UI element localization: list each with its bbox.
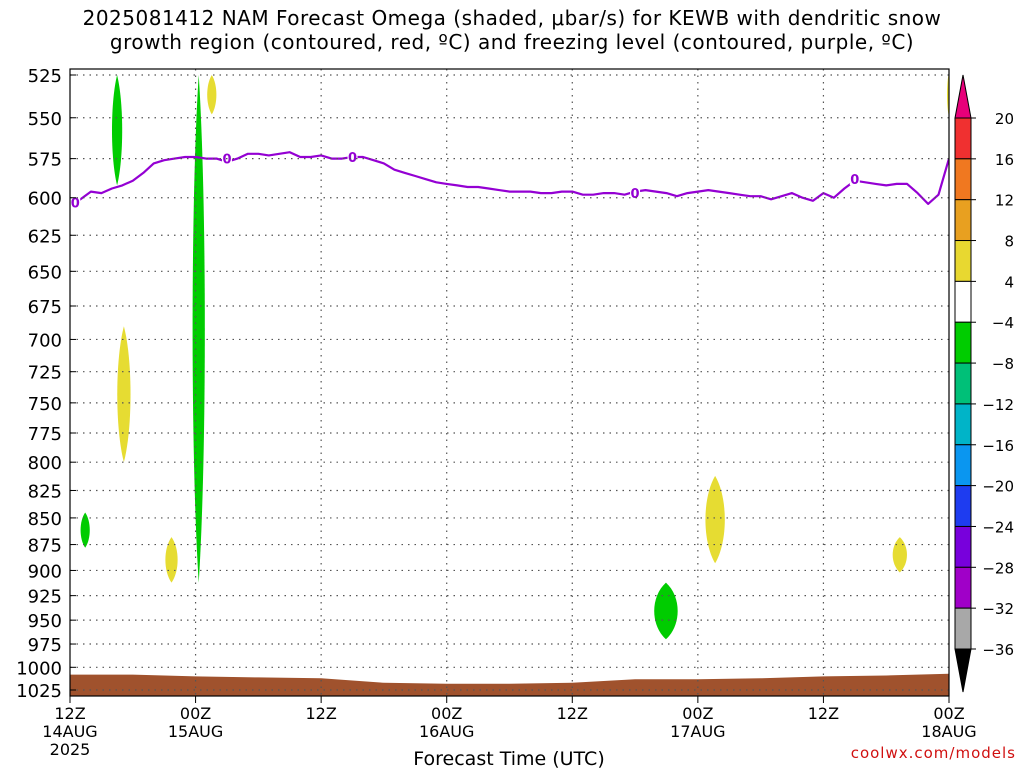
colorbar-segment: [954, 566, 972, 609]
y-tick-label: 625: [28, 226, 62, 247]
y-tick-label: 650: [28, 262, 62, 283]
x-tick-label: 00Z: [933, 704, 964, 723]
y-tick-label: 675: [28, 297, 62, 318]
colorbar-label: −24: [982, 518, 1014, 536]
y-tick-label: 875: [28, 536, 62, 557]
omega-region-ascent-1: [192, 75, 205, 583]
y-tick-label: 525: [28, 66, 62, 87]
y-tick-label: 975: [28, 635, 62, 656]
colorbar-label: −36: [982, 641, 1014, 659]
colorbar-segment: [954, 607, 972, 650]
omega-region-ascent-3: [654, 582, 678, 640]
omega-region-descent-5: [117, 326, 131, 463]
y-tick-label: 575: [28, 150, 62, 171]
y-tick-label: 825: [28, 481, 62, 502]
y-tick-label: 750: [28, 394, 62, 415]
y-tick-label: 900: [28, 561, 62, 582]
freezing-level-line: [70, 151, 949, 205]
x-tick-label: 00Z: [682, 704, 713, 723]
freezing-label-bg-4: [849, 172, 860, 186]
colorbar-label: 12: [995, 192, 1014, 210]
colorbar-segment: [954, 199, 972, 242]
colorbar-segment: [954, 525, 972, 568]
colorbar-label: −12: [982, 396, 1014, 414]
x-tick-label: 2025: [50, 740, 91, 759]
omega-region-descent-8: [892, 537, 907, 573]
colorbar-segment: [954, 485, 972, 527]
freezing-level-label: 0: [348, 151, 357, 166]
colorbar-segment: [954, 280, 972, 323]
omega-region-descent-4: [207, 75, 217, 115]
y-tick-label: 925: [28, 587, 62, 608]
colorbar-segment: [954, 321, 972, 364]
credit-text: coolwx.com/models: [850, 744, 1016, 762]
colorbar-label: 20: [995, 110, 1014, 128]
colorbar-segment: [954, 117, 972, 160]
colorbar-label: 8: [1004, 233, 1014, 251]
y-tick-label: 700: [28, 330, 62, 351]
freezing-label-bg-2: [347, 150, 358, 164]
plot-frame: [69, 68, 950, 697]
x-tick-label: 12Z: [808, 704, 839, 723]
x-tick-label: 12Z: [54, 704, 85, 723]
x-tick-label: 15AUG: [168, 722, 223, 741]
chart-title-line-2: growth region (contoured, red, ºC) and f…: [109, 30, 915, 54]
freezing-level-label: 0: [631, 187, 640, 202]
x-tick-label: 14AUG: [42, 722, 97, 741]
y-tick-label: 1025: [16, 681, 62, 702]
colorbar-segment: [954, 362, 972, 405]
colorbar-label: 4: [1004, 273, 1014, 291]
colorbar-segment: [954, 444, 972, 487]
colorbar-label: −4: [992, 314, 1014, 332]
y-tick-label: 800: [28, 453, 62, 474]
colorbar-label: −8: [992, 355, 1014, 373]
colorbar-label: −16: [982, 437, 1014, 455]
omega-region-descent-6: [165, 537, 178, 583]
colorbar-segment: [954, 403, 972, 446]
freezing-label-bg-0: [70, 195, 81, 209]
x-tick-label: 18AUG: [921, 722, 976, 741]
freezing-level-label: 0: [850, 173, 859, 188]
freezing-level-label: 0: [222, 153, 231, 168]
y-tick-label: 600: [28, 189, 62, 210]
colorbar-label: −32: [982, 600, 1014, 618]
omega-region-descent-7: [705, 475, 725, 564]
colorbar-top-triangle: [954, 74, 972, 119]
freezing-label-bg-3: [630, 186, 641, 200]
x-tick-label: 00Z: [431, 704, 462, 723]
colorbar-segment: [954, 240, 972, 282]
omega-region-ascent-0: [111, 75, 123, 186]
y-tick-label: 550: [28, 109, 62, 130]
y-tick-label: 950: [28, 611, 62, 632]
x-tick-label: 00Z: [180, 704, 211, 723]
x-axis-label: Forecast Time (UTC): [413, 748, 604, 768]
x-tick-label: 16AUG: [419, 722, 474, 741]
colorbar-label: −20: [982, 478, 1014, 496]
y-tick-label: 850: [28, 509, 62, 530]
colorbar-label: 16: [995, 151, 1014, 169]
x-tick-label: 12Z: [305, 704, 336, 723]
colorbar-bottom-triangle: [954, 648, 972, 693]
terrain-fill: [70, 673, 949, 696]
omega-region-ascent-2: [80, 512, 90, 548]
x-tick-label: 12Z: [557, 704, 588, 723]
y-tick-label: 775: [28, 424, 62, 445]
y-tick-label: 1000: [16, 658, 62, 679]
freezing-level-label: 0: [71, 196, 80, 211]
x-tick-label: 17AUG: [670, 722, 725, 741]
chart-title-line-1: 2025081412 NAM Forecast Omega (shaded, μ…: [82, 6, 942, 30]
colorbar-label: −28: [982, 559, 1014, 577]
colorbar-segment: [954, 158, 972, 201]
y-tick-label: 725: [28, 363, 62, 384]
